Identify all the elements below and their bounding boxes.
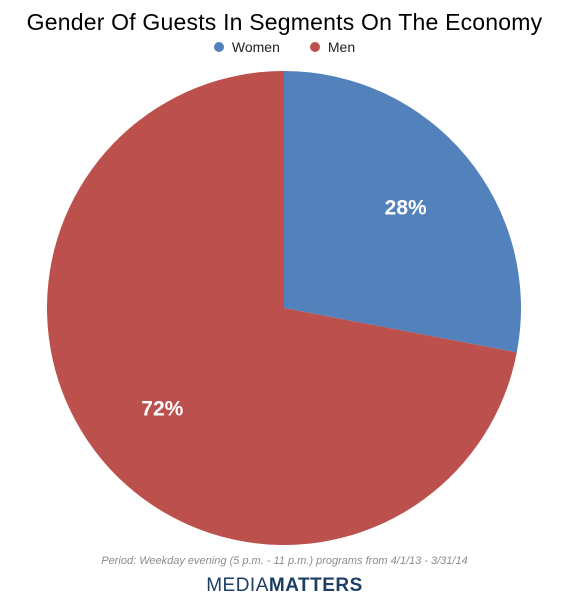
legend-item-men: Men [309,39,356,55]
legend-label-women: Women [231,39,280,55]
logo-text-media: MEDIA [206,575,269,596]
slice-label-men: 72% [141,398,183,421]
pie-slice-men [46,71,517,545]
period-footnote: Period: Weekday evening (5 p.m. - 11 p.m… [101,555,468,567]
slice-label-women: 28% [385,196,427,219]
legend-swatch-women [213,42,224,52]
media-matters-logo: MEDIAMATTERS [0,575,569,597]
legend-item-women: Women [213,39,280,55]
pie-slice-women [284,71,521,353]
chart-title: Gender Of Guests In Segments On The Econ… [26,9,543,35]
logo-text-matters: MATTERS [268,575,363,596]
legend-label-men: Men [327,39,356,55]
legend-swatch-men [309,42,320,52]
chart-legend: Women Men [0,39,569,55]
